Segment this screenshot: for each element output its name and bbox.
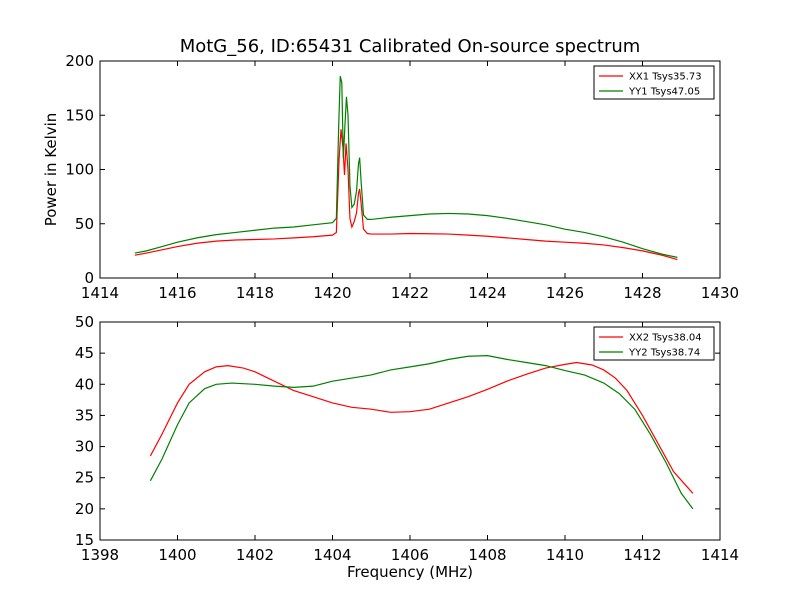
legend-label: XX1 Tsys35.73 bbox=[629, 72, 702, 83]
legend-box bbox=[593, 65, 715, 100]
legend-1: XX1 Tsys35.73 YY1 Tsys47.05 bbox=[593, 65, 715, 100]
y-tick-label: 45 bbox=[75, 344, 94, 362]
x-tick-label: 1418 bbox=[236, 284, 274, 302]
x-tick-label: 1428 bbox=[623, 284, 661, 302]
x-tick-label: 1430 bbox=[701, 284, 739, 302]
x-tick-label: 1414 bbox=[701, 546, 739, 564]
series-line-1-1 bbox=[134, 129, 678, 261]
x-tick-label: 1416 bbox=[158, 284, 196, 302]
x-tick-label: 1412 bbox=[623, 546, 661, 564]
top-plot: 1414 1416 1418 1420 1422 1424 1426 1428 1430 0 50 1… bbox=[42, 52, 739, 302]
x-tick-label: 1408 bbox=[468, 546, 506, 564]
y-tick-label: 30 bbox=[75, 438, 94, 456]
y-tick-label: 50 bbox=[75, 313, 94, 331]
x-tick-label: 1424 bbox=[468, 284, 506, 302]
x-tick-label: 1414 bbox=[81, 284, 119, 302]
x-tick-label: 1426 bbox=[546, 284, 584, 302]
legend-box bbox=[593, 326, 715, 361]
y-tick-label: 25 bbox=[75, 469, 94, 487]
legend-label: YY2 Tsys38.74 bbox=[628, 348, 700, 359]
series-line-2-2 bbox=[149, 355, 694, 510]
figure-title: MotG_56, ID:65431 Calibrated On-source s… bbox=[180, 36, 641, 57]
x-tick-label: 1398 bbox=[81, 546, 119, 564]
bottom-plot: 1398 1400 1402 1404 1406 1408 1410 1412 1414 15 20… bbox=[75, 313, 739, 581]
x-tick-label: 1406 bbox=[391, 546, 429, 564]
legend-label: YY1 Tsys47.05 bbox=[628, 87, 700, 98]
x-tick-label: 1420 bbox=[313, 284, 351, 302]
y-tick-label: 0 bbox=[84, 269, 94, 287]
x-tick-label: 1400 bbox=[158, 546, 196, 564]
y-tick-label: 40 bbox=[75, 375, 94, 393]
x-axis-title: Frequency (MHz) bbox=[347, 563, 473, 581]
series-line-1-2 bbox=[134, 76, 678, 258]
y-tick-label: 150 bbox=[65, 106, 94, 124]
series-line-2-1 bbox=[149, 361, 694, 494]
y-tick-label: 50 bbox=[75, 215, 94, 233]
y-tick-label: 15 bbox=[75, 531, 94, 549]
y-tick-label: 35 bbox=[75, 406, 94, 424]
y-tick-label: 100 bbox=[65, 161, 94, 179]
y-tick-label: 200 bbox=[65, 52, 94, 70]
legend-label: XX2 Tsys38.04 bbox=[629, 333, 702, 344]
y-tick-label: 20 bbox=[75, 500, 94, 518]
x-tick-label: 1410 bbox=[546, 546, 584, 564]
x-tick-label: 1402 bbox=[236, 546, 274, 564]
x-tick-label: 1422 bbox=[391, 284, 429, 302]
legend-2: XX2 Tsys38.04 YY2 Tsys38.74 bbox=[593, 326, 715, 361]
x-tick-label: 1404 bbox=[313, 546, 351, 564]
y-axis-title: Power in Kelvin bbox=[42, 113, 60, 227]
